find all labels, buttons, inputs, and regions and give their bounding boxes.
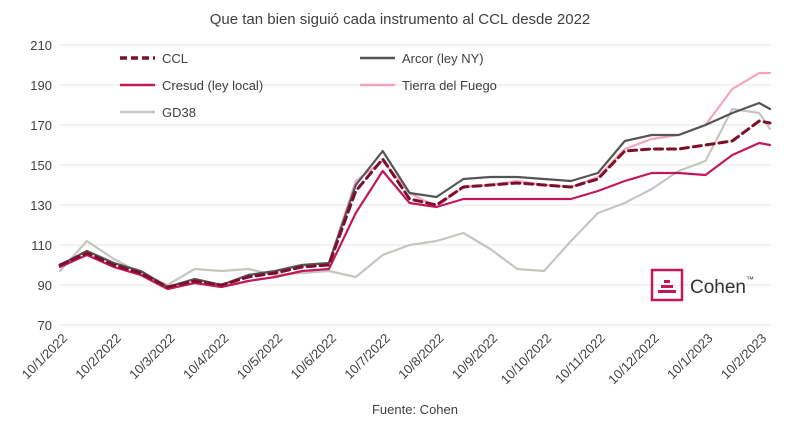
x-tick-label: 10/8/2022 xyxy=(395,331,447,383)
chart-source: Fuente: Cohen xyxy=(372,402,458,417)
x-axis-ticks: 10/1/2022 10/2/2022 10/3/2022 10/4/2022 10/5… xyxy=(19,331,770,388)
x-tick-label: 10/5/2022 xyxy=(234,331,286,383)
chart-title: Que tan bien siguió cada instrumento al … xyxy=(210,11,591,28)
cohen-logo-trademark: ™ xyxy=(746,275,754,284)
y-tick-label: 70 xyxy=(38,318,52,333)
y-tick-label: 210 xyxy=(30,38,52,53)
y-tick-label: 90 xyxy=(38,278,52,293)
cohen-logo-bar-icon xyxy=(661,285,673,288)
cohen-logo-mark-icon xyxy=(650,268,684,302)
series-line-cresud-ley-local xyxy=(58,141,772,291)
cohen-logo-text: Cohen xyxy=(690,277,746,298)
legend-label: Tierra del Fuego xyxy=(402,78,497,93)
x-tick-label: 10/3/2022 xyxy=(126,331,178,383)
y-tick-label: 170 xyxy=(30,118,52,133)
x-tick-label: 10/1/2022 xyxy=(19,331,71,383)
x-tick-label: 10/4/2022 xyxy=(180,331,232,383)
series-line-gd38 xyxy=(58,107,772,287)
x-tick-label: 10/7/2022 xyxy=(341,331,393,383)
x-tick-label: 10/12/2022 xyxy=(605,331,662,388)
y-tick-label: 130 xyxy=(30,198,52,213)
cohen-logo-bar-icon xyxy=(658,290,676,293)
y-tick-label: 110 xyxy=(31,238,52,253)
legend: CCL Arcor (ley NY) Cresud (ley local) Tierr… xyxy=(120,51,497,120)
series-line-ccl xyxy=(58,119,772,289)
y-tick-label: 190 xyxy=(30,78,52,93)
series-lines xyxy=(58,71,772,291)
y-tick-label: 150 xyxy=(30,158,52,173)
legend-label: CCL xyxy=(162,51,188,66)
x-tick-label: 10/1/2023 xyxy=(664,331,716,383)
x-tick-label: 10/11/2022 xyxy=(552,331,608,387)
legend-label: GD38 xyxy=(162,105,196,120)
x-tick-label: 10/9/2022 xyxy=(449,331,501,383)
y-axis-ticks: 70 90 110 130 150 170 190 210 xyxy=(30,38,52,333)
x-tick-label: 10/2/2022 xyxy=(72,331,124,383)
x-tick-label: 10/10/2022 xyxy=(498,331,555,388)
legend-label: Arcor (ley NY) xyxy=(402,51,484,66)
cohen-logo-bar-icon xyxy=(664,280,670,283)
legend-label: Cresud (ley local) xyxy=(162,78,263,93)
cohen-logo: Cohen ™ xyxy=(650,268,754,302)
x-tick-label: 10/2/2023 xyxy=(718,331,770,383)
x-tick-label: 10/6/2022 xyxy=(288,331,340,383)
